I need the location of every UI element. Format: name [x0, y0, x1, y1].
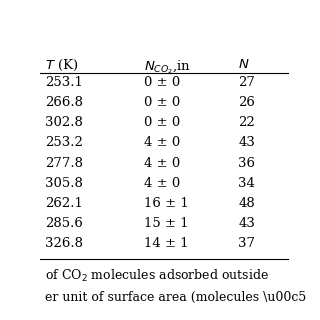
Text: 4 ± 0: 4 ± 0 — [144, 177, 180, 190]
Text: 34: 34 — [238, 177, 255, 190]
Text: 0 ± 0: 0 ± 0 — [144, 76, 180, 89]
Text: 253.2: 253.2 — [45, 136, 83, 149]
Text: er unit of surface area (molecules \u00c5: er unit of surface area (molecules \u00c… — [45, 291, 306, 304]
Text: 262.1: 262.1 — [45, 197, 83, 210]
Text: $N_{CO_2}$,in: $N_{CO_2}$,in — [144, 58, 191, 76]
Text: 302.8: 302.8 — [45, 116, 83, 129]
Text: 266.8: 266.8 — [45, 96, 83, 109]
Text: 36: 36 — [238, 157, 255, 170]
Text: 43: 43 — [238, 136, 255, 149]
Text: 16 ± 1: 16 ± 1 — [144, 197, 189, 210]
Text: of CO$_2$ molecules adsorbed outside: of CO$_2$ molecules adsorbed outside — [45, 268, 269, 284]
Text: 22: 22 — [238, 116, 255, 129]
Text: 305.8: 305.8 — [45, 177, 83, 190]
Text: 48: 48 — [238, 197, 255, 210]
Text: 277.8: 277.8 — [45, 157, 83, 170]
Text: 4 ± 0: 4 ± 0 — [144, 136, 180, 149]
Text: 27: 27 — [238, 76, 255, 89]
Text: $T$ (K): $T$ (K) — [45, 58, 78, 73]
Text: 326.8: 326.8 — [45, 237, 83, 251]
Text: 26: 26 — [238, 96, 255, 109]
Text: 15 ± 1: 15 ± 1 — [144, 217, 189, 230]
Text: 253.1: 253.1 — [45, 76, 83, 89]
Text: 4 ± 0: 4 ± 0 — [144, 157, 180, 170]
Text: $N$: $N$ — [238, 58, 250, 71]
Text: 285.6: 285.6 — [45, 217, 83, 230]
Text: 0 ± 0: 0 ± 0 — [144, 116, 180, 129]
Text: 14 ± 1: 14 ± 1 — [144, 237, 189, 251]
Text: 0 ± 0: 0 ± 0 — [144, 96, 180, 109]
Text: 37: 37 — [238, 237, 255, 251]
Text: 43: 43 — [238, 217, 255, 230]
